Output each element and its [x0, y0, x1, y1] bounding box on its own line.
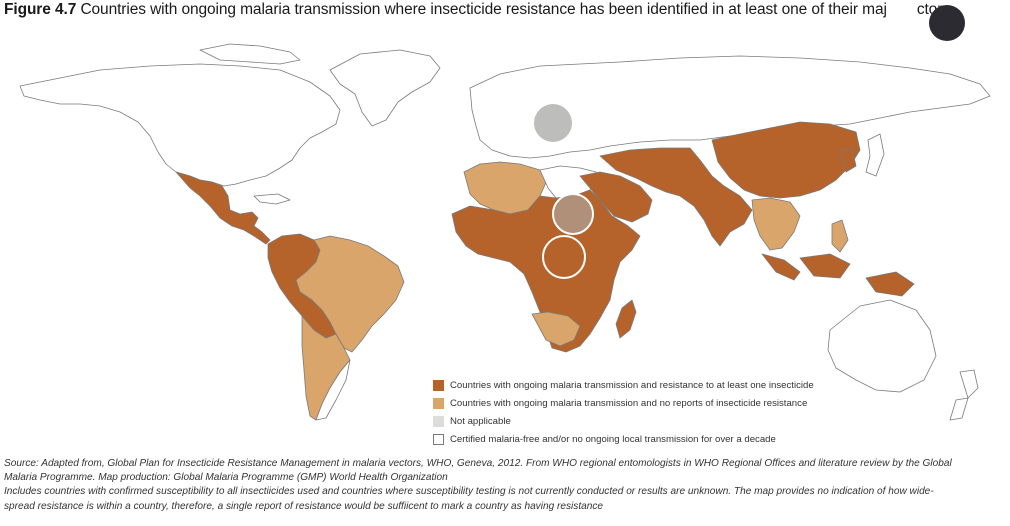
arctic-islands — [199, 43, 301, 65]
world-map — [0, 22, 1010, 454]
legend-label-not-applicable: Not applicable — [450, 415, 511, 427]
southern-africa — [531, 311, 581, 347]
source-note: Source: Adapted from, Global Plan for In… — [4, 457, 1008, 514]
note-line-1: Includes countries with confirmed suscep… — [4, 486, 934, 498]
overlay-tan-circle — [552, 193, 594, 235]
world-map-svg — [19, 43, 991, 421]
legend-item-resistance: Countries with ongoing malaria transmiss… — [433, 376, 853, 394]
southeast-asia — [751, 197, 801, 251]
arabian-peninsula — [579, 171, 653, 223]
legend-swatch-no-reports — [433, 397, 444, 409]
greenland — [329, 49, 441, 127]
overlay-gray-circle — [534, 104, 572, 142]
legend-item-no-reports: Countries with ongoing malaria transmiss… — [433, 394, 853, 412]
overlay-rust-circle — [542, 235, 586, 279]
indonesia-west — [761, 253, 801, 281]
legend-label-resistance: Countries with ongoing malaria transmiss… — [450, 379, 814, 391]
legend-swatch-resistance — [433, 379, 444, 391]
caribbean — [253, 193, 291, 205]
source-line-2: Malaria Programme. Map production: Globa… — [4, 472, 448, 484]
mexico-central-america — [175, 171, 271, 245]
figure-title: Figure 4.7 Countries with ongoing malari… — [4, 1, 950, 19]
map-legend: Countries with ongoing malaria transmiss… — [433, 376, 853, 448]
note-line-2: spread resistance is within a country, t… — [4, 500, 604, 512]
philippines — [831, 219, 849, 253]
cursor-dot — [929, 5, 965, 41]
korea — [839, 147, 857, 173]
legend-item-malaria-free: Certified malaria-free and/or no ongoing… — [433, 430, 853, 448]
legend-swatch-malaria-free — [433, 433, 444, 445]
legend-label-no-reports: Countries with ongoing malaria transmiss… — [450, 397, 808, 409]
north-america — [19, 63, 341, 187]
new-zealand — [959, 369, 979, 399]
china — [711, 121, 861, 199]
figure-title-text-a: Countries with ongoing malaria transmiss… — [80, 1, 887, 18]
brazil — [295, 235, 405, 353]
legend-label-malaria-free: Certified malaria-free and/or no ongoing… — [450, 433, 776, 445]
europe — [469, 55, 991, 159]
legend-swatch-not-applicable — [433, 415, 444, 427]
new-zealand-south — [949, 397, 969, 421]
sub-saharan-africa — [451, 189, 641, 353]
source-line-1: Source: Adapted from, Global Plan for In… — [4, 458, 952, 469]
indonesia-east — [799, 253, 851, 279]
japan — [865, 133, 885, 177]
figure-label: Figure 4.7 — [4, 1, 77, 18]
patagonia — [315, 359, 351, 421]
madagascar — [615, 299, 637, 339]
papua — [865, 271, 915, 297]
south-central-asia — [599, 147, 753, 247]
australia — [827, 299, 937, 393]
legend-item-not-applicable: Not applicable — [433, 412, 853, 430]
